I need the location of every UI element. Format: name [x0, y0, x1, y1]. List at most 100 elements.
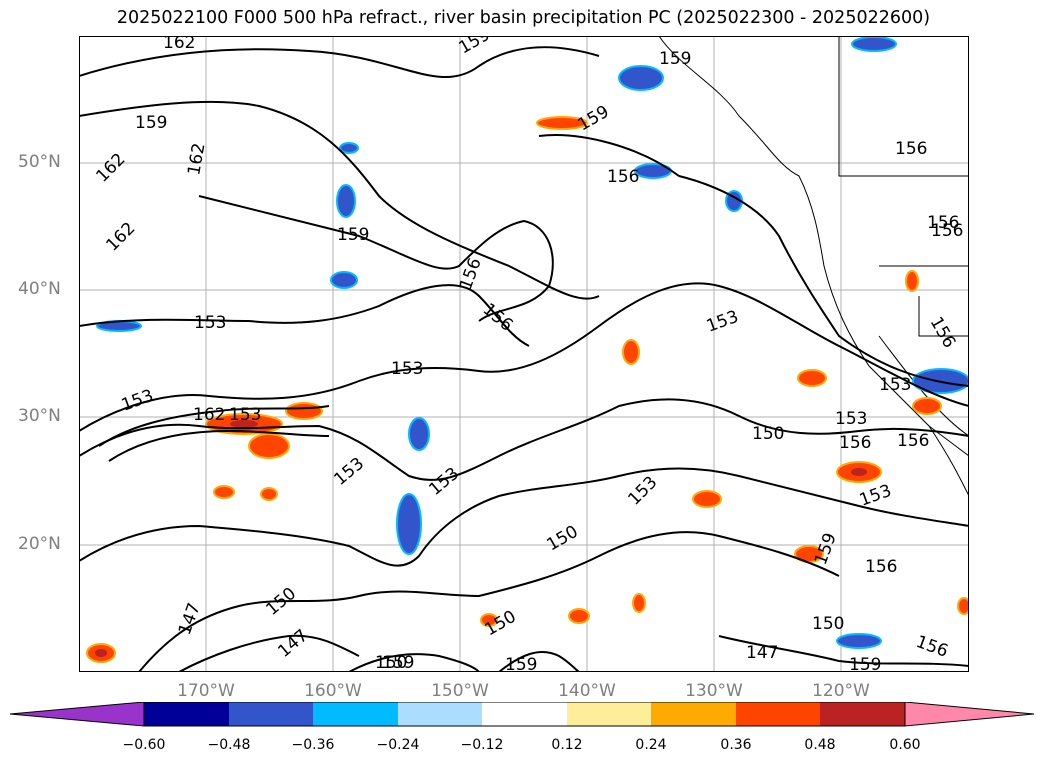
colorbar-tick: 0.24 [635, 737, 667, 753]
colorbar-segment [736, 702, 820, 726]
contour-label: 159 [811, 530, 841, 567]
contour-label: 153 [194, 313, 226, 333]
lon-label-140w: 140°W [558, 681, 616, 701]
pos-patch [568, 608, 590, 624]
colorbar-segment [567, 702, 651, 726]
contour-162 [79, 46, 600, 79]
contour-label: 156 [897, 431, 929, 451]
neg-patch [408, 417, 430, 451]
state-border-3 [878, 335, 969, 437]
lat-label-30n: 30°N [18, 406, 61, 426]
graticule [79, 36, 969, 672]
neg-patch [336, 184, 356, 218]
pos-patch [692, 490, 722, 508]
colorbar-tick: −0.12 [460, 737, 504, 753]
contour-159-s [348, 653, 480, 672]
contour-159 [79, 100, 600, 300]
contour-159-b [198, 195, 554, 322]
contour-label: 150 [482, 607, 520, 641]
contour-label: 156 [931, 221, 963, 241]
colorbar-segment [651, 702, 736, 726]
contour-jet-1 [98, 405, 330, 447]
contour-150 [79, 467, 969, 567]
contour-label: 150 [544, 522, 582, 556]
contour-label: 153 [425, 464, 463, 500]
lat-label-40n: 40°N [18, 279, 61, 299]
pos-patch [797, 369, 827, 387]
contour-label: 150 [262, 584, 300, 620]
pos-patch [536, 116, 588, 130]
contour-150-b [138, 531, 840, 672]
contour-156 [79, 284, 530, 347]
lon-label-130w: 130°W [685, 681, 743, 701]
colorbar-tick: −0.36 [291, 737, 335, 753]
contour-label: 156 [926, 314, 960, 352]
lon-label-160w: 160°W [304, 681, 362, 701]
pos-patch [622, 339, 640, 365]
contour-label: 156 [839, 433, 871, 453]
neg-patch [396, 493, 422, 555]
pos-patch [905, 270, 919, 292]
contour-label: 159 [849, 655, 881, 672]
contour-label: 150 [752, 424, 784, 444]
colorbar-tick: −0.48 [207, 737, 251, 753]
contour-label: 147 [746, 643, 778, 663]
contour-label: 162 [92, 149, 129, 186]
colorbar [10, 702, 1035, 727]
contour-label: 159 [382, 653, 414, 672]
precip-patches [86, 36, 969, 663]
contour-label: 156 [865, 557, 897, 577]
contour-label: 150 [812, 614, 844, 634]
pos-patch [213, 485, 235, 499]
contour-jet-2 [108, 429, 330, 462]
pos-patch [248, 433, 290, 459]
coastlines [658, 36, 969, 497]
refract-contours [79, 46, 969, 672]
colorbar-segment [144, 702, 229, 726]
colorbar-tick: −0.60 [122, 737, 166, 753]
lat-label-20n: 20°N [18, 534, 61, 554]
pos-patch [480, 613, 498, 627]
colorbar-tick: 0.48 [804, 737, 836, 753]
neg-patch [836, 633, 882, 649]
neg-patch [851, 36, 897, 52]
lat-label-50n: 50°N [18, 152, 61, 172]
contour-label: 159 [135, 113, 167, 133]
contour-label: 162 [163, 36, 195, 53]
contour-label: 153 [624, 472, 661, 509]
contour-label: 153 [857, 481, 894, 511]
map-panel: 162 159 159 159 159 162 162 162 159 156 … [79, 36, 969, 672]
map-canvas: 162 159 159 159 159 162 162 162 159 156 … [79, 36, 969, 672]
contour-label: 159 [659, 49, 691, 69]
pos-patch [632, 593, 646, 613]
contour-label: 153 [835, 409, 867, 429]
lon-label-170w: 170°W [177, 681, 235, 701]
pos-patch [285, 402, 323, 420]
contour-label: 162 [193, 405, 225, 425]
contour-label: 162 [102, 218, 139, 255]
colorbar-tick: 0.12 [551, 737, 583, 753]
contour-label: 150 [375, 653, 407, 672]
colorbar-segment [820, 702, 905, 726]
contour-153 [79, 282, 969, 432]
colorbar-segment [313, 702, 398, 726]
pos-core [230, 420, 258, 428]
contour-label: 147 [274, 626, 312, 662]
contour-label: 153 [119, 386, 156, 416]
contour-156-s [498, 651, 580, 672]
pos-core [95, 649, 107, 657]
colorbar-segment [482, 702, 567, 726]
pos-core [851, 468, 867, 476]
north-america-coast [658, 36, 969, 497]
colorbar-outline [143, 702, 906, 727]
contour-label: 153 [391, 359, 423, 379]
state-border-2 [918, 296, 969, 337]
contour-147-b [718, 635, 969, 667]
pos-patch [260, 487, 278, 501]
contour-label: 147 [175, 600, 205, 637]
neg-patch [330, 271, 358, 289]
map-title: 2025022100 F000 500 hPa refract., river … [116, 8, 931, 28]
contour-label: 153 [229, 405, 261, 425]
canada-us-border [838, 36, 969, 177]
pos-patch [957, 597, 969, 615]
